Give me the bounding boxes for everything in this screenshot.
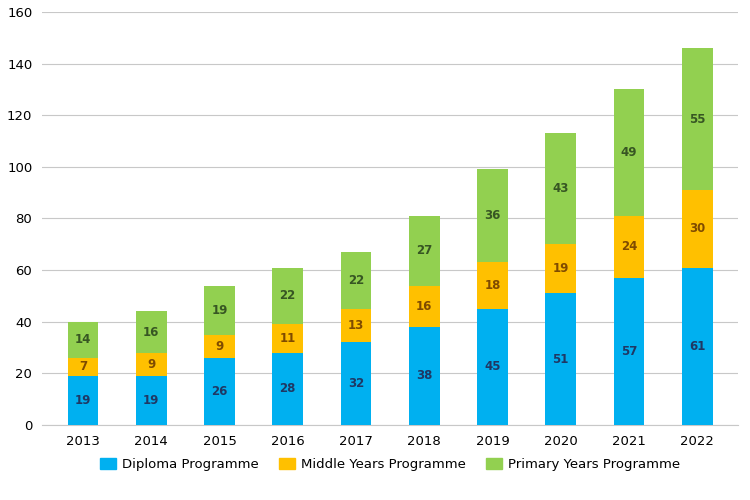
Text: 45: 45 bbox=[484, 360, 501, 374]
Text: 55: 55 bbox=[689, 112, 706, 126]
Bar bbox=[545, 134, 576, 244]
Text: 32: 32 bbox=[348, 377, 364, 390]
Text: 22: 22 bbox=[280, 290, 296, 302]
Bar bbox=[477, 262, 508, 309]
Bar bbox=[272, 324, 303, 352]
Bar bbox=[136, 352, 166, 376]
Bar bbox=[409, 216, 440, 286]
Text: 28: 28 bbox=[280, 382, 296, 396]
Bar bbox=[614, 216, 644, 278]
Text: 19: 19 bbox=[143, 394, 160, 407]
Text: 19: 19 bbox=[75, 394, 92, 407]
Bar bbox=[272, 352, 303, 425]
Bar bbox=[682, 190, 712, 268]
Text: 43: 43 bbox=[553, 182, 568, 196]
Bar bbox=[68, 358, 98, 376]
Text: 27: 27 bbox=[416, 244, 432, 257]
Text: 38: 38 bbox=[416, 370, 432, 382]
Bar bbox=[545, 244, 576, 294]
Bar bbox=[68, 322, 98, 358]
Text: 51: 51 bbox=[553, 352, 568, 366]
Bar bbox=[682, 268, 712, 425]
Text: 11: 11 bbox=[280, 332, 296, 345]
Text: 24: 24 bbox=[621, 240, 637, 254]
Bar bbox=[340, 342, 371, 425]
Bar bbox=[409, 286, 440, 327]
Bar bbox=[272, 268, 303, 324]
Text: 19: 19 bbox=[211, 304, 228, 316]
Text: 16: 16 bbox=[416, 300, 432, 312]
Text: 7: 7 bbox=[79, 360, 87, 374]
Text: 19: 19 bbox=[553, 262, 568, 276]
Text: 9: 9 bbox=[147, 358, 155, 371]
Text: 61: 61 bbox=[689, 340, 705, 353]
Bar bbox=[204, 358, 235, 425]
Text: 16: 16 bbox=[143, 326, 160, 338]
Text: 14: 14 bbox=[75, 334, 92, 346]
Bar bbox=[477, 309, 508, 425]
Bar bbox=[477, 170, 508, 262]
Bar bbox=[136, 312, 166, 352]
Bar bbox=[136, 376, 166, 425]
Text: 36: 36 bbox=[484, 210, 500, 222]
Bar bbox=[340, 252, 371, 309]
Bar bbox=[614, 90, 644, 216]
Text: 57: 57 bbox=[621, 345, 637, 358]
Text: 49: 49 bbox=[621, 146, 638, 159]
Bar bbox=[545, 294, 576, 425]
Text: 22: 22 bbox=[348, 274, 364, 287]
Bar bbox=[409, 327, 440, 425]
Text: 9: 9 bbox=[215, 340, 223, 353]
Bar bbox=[614, 278, 644, 425]
Bar bbox=[204, 286, 235, 335]
Bar bbox=[204, 334, 235, 358]
Text: 26: 26 bbox=[211, 385, 228, 398]
Bar bbox=[682, 48, 712, 190]
Legend: Diploma Programme, Middle Years Programme, Primary Years Programme: Diploma Programme, Middle Years Programm… bbox=[94, 452, 686, 476]
Text: 13: 13 bbox=[348, 319, 364, 332]
Text: 30: 30 bbox=[689, 222, 705, 235]
Text: 18: 18 bbox=[484, 279, 500, 292]
Bar bbox=[68, 376, 98, 425]
Bar bbox=[340, 309, 371, 342]
